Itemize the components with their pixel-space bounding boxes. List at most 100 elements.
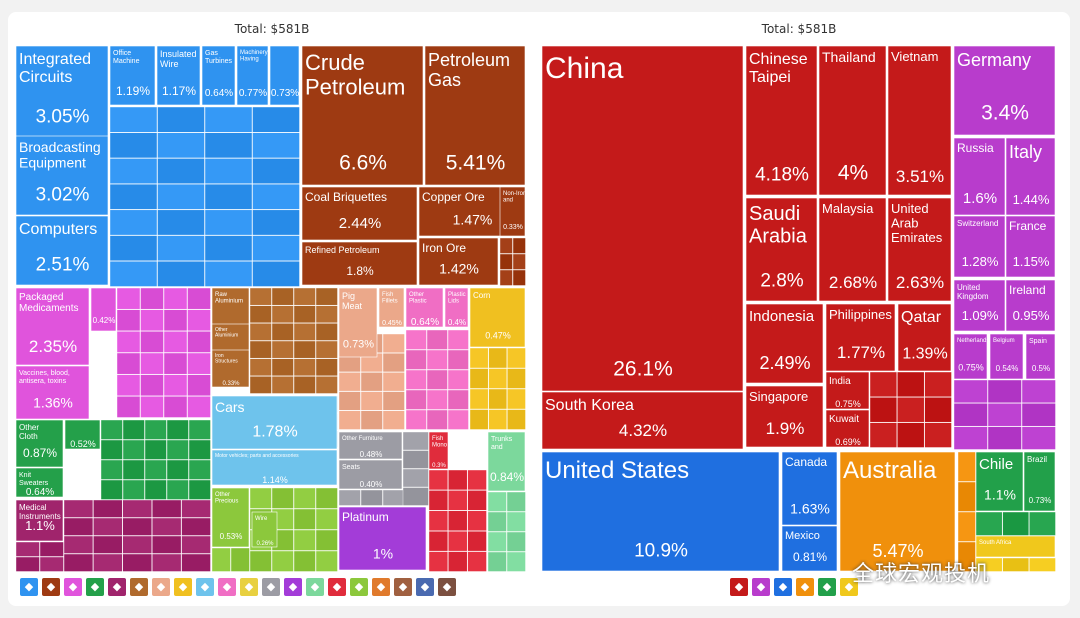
country-small-tile[interactable]	[869, 371, 898, 398]
product-tile[interactable]	[338, 506, 427, 571]
product-small-tile[interactable]	[187, 352, 211, 375]
product-small-tile[interactable]	[315, 340, 338, 359]
product-small-tile[interactable]	[122, 459, 145, 480]
product-small-tile[interactable]	[230, 547, 250, 572]
product-small-tile[interactable]	[252, 183, 300, 210]
product-small-tile[interactable]	[163, 352, 188, 375]
product-small-tile[interactable]	[187, 396, 211, 418]
product-small-tile[interactable]	[187, 331, 211, 353]
product-small-tile[interactable]	[338, 372, 361, 392]
product-small-tile[interactable]	[382, 410, 405, 430]
product-small-tile[interactable]	[360, 391, 383, 411]
product-small-tile[interactable]	[402, 431, 429, 451]
country-small-tile[interactable]	[957, 541, 976, 572]
product-tile[interactable]	[499, 186, 526, 237]
product-tile[interactable]	[338, 459, 403, 490]
product-small-tile[interactable]	[15, 541, 40, 557]
product-small-tile[interactable]	[447, 389, 469, 410]
product-tile[interactable]	[338, 431, 403, 460]
country-tile[interactable]	[975, 535, 1056, 558]
product-small-tile[interactable]	[405, 389, 427, 410]
product-small-tile[interactable]	[488, 409, 508, 430]
product-small-tile[interactable]	[122, 535, 152, 554]
product-small-tile[interactable]	[204, 158, 253, 184]
product-small-tile[interactable]	[360, 372, 383, 392]
country-small-tile[interactable]	[1021, 379, 1056, 404]
country-tile[interactable]	[953, 279, 1006, 332]
country-tile[interactable]	[541, 45, 744, 392]
country-tile[interactable]	[887, 197, 952, 302]
product-small-tile[interactable]	[360, 410, 383, 430]
product-small-tile[interactable]	[293, 358, 316, 377]
product-small-tile[interactable]	[144, 439, 167, 460]
product-small-tile[interactable]	[402, 450, 429, 469]
product-small-tile[interactable]	[100, 459, 123, 480]
product-small-tile[interactable]	[293, 305, 316, 324]
product-tile[interactable]	[469, 287, 526, 348]
product-tile[interactable]	[15, 499, 64, 542]
product-small-tile[interactable]	[467, 531, 487, 552]
product-small-tile[interactable]	[448, 551, 468, 572]
product-tile[interactable]	[211, 349, 250, 388]
product-small-tile[interactable]	[122, 553, 152, 572]
stone-icon[interactable]: ◆	[306, 578, 324, 596]
product-small-tile[interactable]	[507, 409, 526, 430]
product-small-tile[interactable]	[166, 479, 189, 500]
product-small-tile[interactable]	[448, 469, 468, 491]
country-small-tile[interactable]	[957, 481, 976, 512]
product-small-tile[interactable]	[338, 410, 361, 430]
product-small-tile[interactable]	[204, 106, 253, 133]
product-small-tile[interactable]	[39, 541, 64, 557]
product-tile[interactable]	[109, 45, 156, 106]
product-small-tile[interactable]	[249, 358, 272, 377]
product-small-tile[interactable]	[315, 323, 338, 341]
product-tile[interactable]	[211, 395, 338, 450]
product-small-tile[interactable]	[122, 439, 145, 460]
product-small-tile[interactable]	[315, 487, 338, 509]
product-small-tile[interactable]	[151, 553, 182, 572]
product-small-tile[interactable]	[487, 511, 507, 532]
country-small-tile[interactable]	[987, 426, 1022, 450]
country-small-tile[interactable]	[869, 397, 898, 423]
product-small-tile[interactable]	[315, 305, 338, 324]
chemicals-icon[interactable]: ◆	[64, 578, 82, 596]
product-tile[interactable]	[251, 511, 278, 548]
product-small-tile[interactable]	[507, 347, 526, 369]
product-small-tile[interactable]	[63, 499, 94, 518]
product-small-tile[interactable]	[163, 396, 188, 418]
product-small-tile[interactable]	[109, 132, 158, 159]
country-small-tile[interactable]	[957, 451, 976, 482]
product-small-tile[interactable]	[506, 531, 526, 552]
product-small-tile[interactable]	[163, 374, 188, 397]
product-small-tile[interactable]	[188, 479, 211, 500]
product-small-tile[interactable]	[512, 253, 526, 270]
country-small-tile[interactable]	[957, 511, 976, 542]
country-tile[interactable]	[975, 451, 1024, 512]
product-small-tile[interactable]	[249, 340, 272, 359]
product-small-tile[interactable]	[116, 331, 141, 353]
country-tile[interactable]	[825, 371, 870, 410]
product-small-tile[interactable]	[93, 499, 123, 518]
product-small-tile[interactable]	[252, 158, 300, 184]
transportation-icon[interactable]: ◆	[196, 578, 214, 596]
country-tile[interactable]	[839, 451, 956, 572]
product-small-tile[interactable]	[426, 409, 448, 430]
product-small-tile[interactable]	[109, 183, 158, 210]
product-small-tile[interactable]	[109, 235, 158, 261]
product-tile[interactable]	[269, 45, 300, 106]
product-small-tile[interactable]	[187, 287, 211, 310]
oceania-icon[interactable]: ◆	[796, 578, 814, 596]
product-small-tile[interactable]	[405, 349, 427, 370]
product-small-tile[interactable]	[448, 510, 468, 531]
product-small-tile[interactable]	[116, 287, 141, 310]
product-small-tile[interactable]	[163, 309, 188, 332]
product-small-tile[interactable]	[315, 550, 338, 572]
country-small-tile[interactable]	[953, 426, 988, 450]
product-small-tile[interactable]	[293, 550, 316, 572]
product-small-tile[interactable]	[506, 551, 526, 572]
product-small-tile[interactable]	[122, 479, 145, 500]
country-small-tile[interactable]	[953, 403, 988, 427]
precious-metals-icon[interactable]: ◆	[284, 578, 302, 596]
product-small-tile[interactable]	[93, 535, 123, 554]
product-small-tile[interactable]	[188, 439, 211, 460]
